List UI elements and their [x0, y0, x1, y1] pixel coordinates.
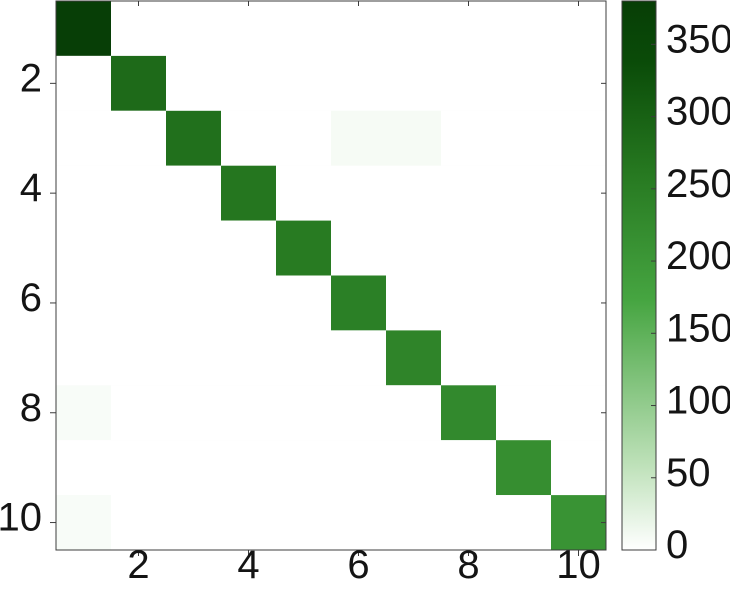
svg-text:150: 150: [666, 306, 730, 350]
svg-text:8: 8: [457, 543, 479, 587]
svg-text:300: 300: [666, 90, 730, 134]
svg-text:50: 50: [666, 451, 711, 495]
svg-text:2: 2: [127, 543, 149, 587]
svg-text:0: 0: [666, 523, 688, 567]
svg-text:8: 8: [20, 386, 42, 430]
svg-text:2: 2: [20, 56, 42, 100]
svg-text:6: 6: [20, 276, 42, 320]
svg-text:4: 4: [20, 166, 42, 210]
svg-text:100: 100: [666, 379, 730, 423]
svg-text:10: 10: [0, 496, 42, 540]
svg-text:6: 6: [347, 543, 369, 587]
svg-text:350: 350: [666, 17, 730, 61]
svg-text:200: 200: [666, 234, 730, 278]
svg-text:10: 10: [556, 543, 601, 587]
svg-text:250: 250: [666, 162, 730, 206]
svg-text:4: 4: [237, 543, 259, 587]
